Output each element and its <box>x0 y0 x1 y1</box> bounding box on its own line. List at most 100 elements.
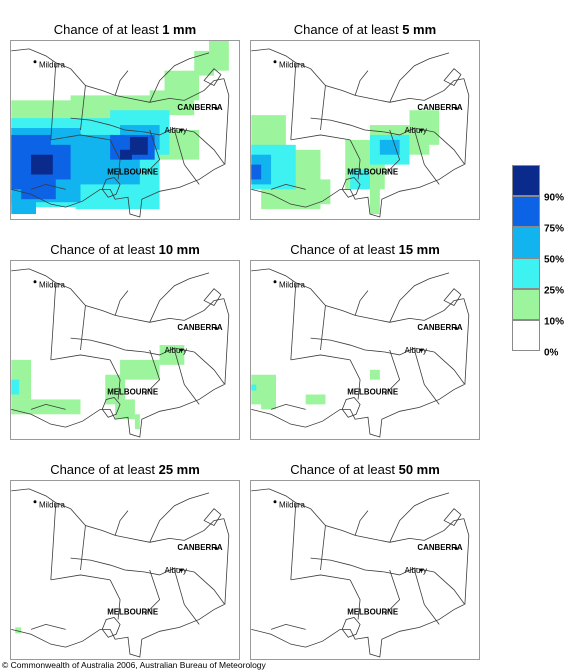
boundary-line <box>251 164 465 218</box>
boundary-line <box>433 131 466 165</box>
city-label-melbourne: MELBOURNE <box>107 608 158 617</box>
boundary-line <box>290 62 297 140</box>
boundary-line <box>50 502 57 580</box>
rain-probability-cells <box>251 110 440 215</box>
boundary-line <box>270 403 306 410</box>
probability-cell-10 <box>369 369 380 380</box>
boundary-line <box>50 62 57 140</box>
boundary-line <box>50 134 111 141</box>
panel-15mm: Chance of at least 15 mm Mildura CANBERRA… <box>250 240 480 440</box>
probability-cell-10 <box>15 627 22 634</box>
map-svg: Mildura CANBERRA Albury MELBOURNE <box>11 41 230 218</box>
boundary-line <box>174 569 200 625</box>
canberra-dot <box>214 106 218 110</box>
boundary-line <box>144 349 161 395</box>
probability-cell-10 <box>369 179 380 215</box>
legend-tick: 25% <box>544 285 565 297</box>
probability-legend: 90% 75% 50% 25% 10% 0% <box>512 165 568 360</box>
boundary-line <box>433 351 466 385</box>
probability-cell-25 <box>350 169 370 190</box>
probability-cell-90 <box>31 154 53 175</box>
boundary-line <box>114 70 129 96</box>
boundary-line <box>223 78 230 165</box>
boundary-line <box>463 298 470 385</box>
boundary-line <box>270 623 306 630</box>
boundary-line <box>30 183 66 190</box>
boundary-line <box>101 397 121 418</box>
boundary-line <box>310 557 435 576</box>
boundary-line <box>414 349 440 405</box>
boundary-line <box>341 177 361 198</box>
boundary-line <box>463 518 470 605</box>
boundary-line <box>290 282 297 360</box>
boundary-line <box>443 68 462 87</box>
boundary-line <box>11 268 224 323</box>
boundary-line <box>349 359 361 400</box>
rain-probability-cells <box>15 627 22 634</box>
boundary-line <box>389 52 450 103</box>
legend-tick: 90% <box>544 192 565 204</box>
boundary-line <box>203 68 222 87</box>
city-label-canberra: CANBERRA <box>417 543 463 552</box>
legend-swatch-10 <box>512 289 540 320</box>
boundary-line <box>11 604 225 658</box>
panel-title: Chance of at least 50 mm <box>290 462 440 477</box>
boundary-line <box>109 139 121 180</box>
boundary-line <box>174 129 200 185</box>
city-label-mildura: Mildura <box>39 61 66 70</box>
albury-dot <box>179 128 183 132</box>
boundary-line <box>70 557 195 576</box>
boundary-line <box>70 117 195 136</box>
panel-title: Chance of at least 25 mm <box>50 462 200 477</box>
panel-5mm: Chance of at least 5 mm Mildura CANBERRA A… <box>250 20 480 220</box>
boundary-line <box>354 290 369 316</box>
canberra-dot <box>214 326 218 330</box>
boundary-line <box>11 164 225 218</box>
panel-10mm: Chance of at least 10 mm Mildura CANBERRA… <box>10 240 240 440</box>
boundary-line <box>114 290 129 316</box>
boundary-line <box>101 177 121 198</box>
panel-1mm: Chance of at least 1 mm Mildura CANBERRA A… <box>10 20 240 220</box>
boundary-line <box>310 337 435 356</box>
city-label-canberra: CANBERRA <box>177 323 223 332</box>
boundary-line <box>290 354 351 361</box>
rain-map: Mildura CANBERRA Albury MELBOURNE <box>10 40 240 220</box>
boundary-line <box>203 508 222 527</box>
boundary-line <box>270 183 306 190</box>
boundary-line <box>223 518 230 605</box>
boundary-line <box>354 510 369 536</box>
albury-dot <box>419 348 423 352</box>
city-label-melbourne: MELBOURNE <box>347 168 398 177</box>
legend-swatch-90 <box>512 165 540 196</box>
boundary-line <box>463 78 470 165</box>
albury-dot <box>419 568 423 572</box>
boundary-line <box>80 305 86 351</box>
boundary-line <box>144 129 161 175</box>
boundary-line <box>320 525 326 571</box>
mildura-dot <box>33 60 37 64</box>
boundary-line <box>310 117 435 136</box>
boundary-line <box>290 502 297 580</box>
rain-map: Mildura CANBERRA Albury MELBOURNE <box>250 40 480 220</box>
city-label-albury: Albury <box>405 126 427 135</box>
boundary-line <box>70 337 195 356</box>
boundary-line <box>80 525 86 571</box>
map-svg: Mildura CANBERRA Albury MELBOURNE <box>251 268 470 438</box>
city-label-melbourne: MELBOURNE <box>347 608 398 617</box>
boundary-line <box>384 129 401 175</box>
rain-map: Mildura CANBERRA Albury MELBOURNE <box>250 480 480 660</box>
boundary-line <box>114 510 129 536</box>
boundary-line <box>443 508 462 527</box>
boundary-line <box>30 403 66 410</box>
copyright-notice: © Commonwealth of Australia 2006, Austra… <box>2 660 266 670</box>
probability-cell-10 <box>261 399 276 410</box>
boundary-line <box>193 571 226 605</box>
boundary-line <box>11 488 224 543</box>
rain-probability-cells <box>11 41 229 215</box>
rain-map: Mildura CANBERRA Albury MELBOURNE <box>10 480 240 660</box>
city-label-mildura: Mildura <box>279 281 306 290</box>
legend-tick: 50% <box>544 254 565 266</box>
boundary-line <box>290 574 351 581</box>
boundary-line <box>349 579 361 620</box>
probability-cell-90 <box>129 136 148 155</box>
